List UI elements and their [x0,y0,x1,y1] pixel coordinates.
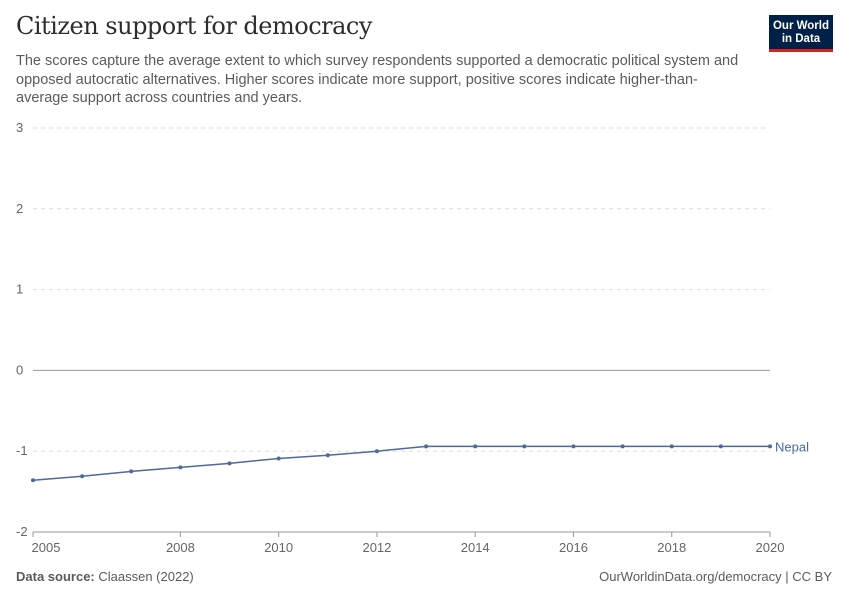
data-point [31,478,35,483]
chart-subtitle: The scores capture the average extent to… [16,53,739,106]
series-label-nepal: Nepal [775,439,809,454]
y-tick-label: 3 [16,120,23,135]
logo-text-2: in Data [781,33,821,45]
x-tick-label: 2018 [657,540,686,555]
owid-logo[interactable]: Our World in Data [769,15,833,52]
x-tick-label: 2020 [756,540,785,555]
y-tick-label: 0 [16,362,23,377]
data-point [276,456,281,461]
x-tick-label: 2012 [362,540,391,555]
data-point [473,444,478,449]
data-point [178,465,183,470]
series-line [32,445,770,482]
x-tick-label: 2010 [264,540,293,555]
chart-title: Citizen support for democracy [16,12,372,40]
data-point [571,444,576,449]
logo-text-1: Our World [772,20,829,32]
y-tick-label: 1 [16,282,23,297]
x-tick-label: 2014 [461,540,490,555]
data-point [424,444,429,449]
data-point [325,453,330,458]
data-point [522,444,527,449]
data-point [80,474,85,479]
data-point [620,444,625,449]
x-tick-label: 2016 [559,540,588,555]
data-source: Data source: Claassen (2022) [16,569,194,584]
x-tick-label: 2008 [166,540,195,555]
data-point [718,444,723,449]
y-tick-label: 2 [16,201,23,216]
data-point [768,444,772,449]
y-tick-label: -1 [16,443,28,458]
data-point [669,444,674,449]
data-point [227,461,232,466]
y-tick-label: -2 [16,524,28,539]
license-link[interactable]: OurWorldinData.org/democracy | CC BY [599,569,832,584]
source-link[interactable]: Claassen (2022) [98,569,194,584]
x-tick-label: 2005 [32,540,61,555]
source-label: Data source: [16,569,95,584]
data-point [374,449,379,454]
data-point [129,469,134,474]
